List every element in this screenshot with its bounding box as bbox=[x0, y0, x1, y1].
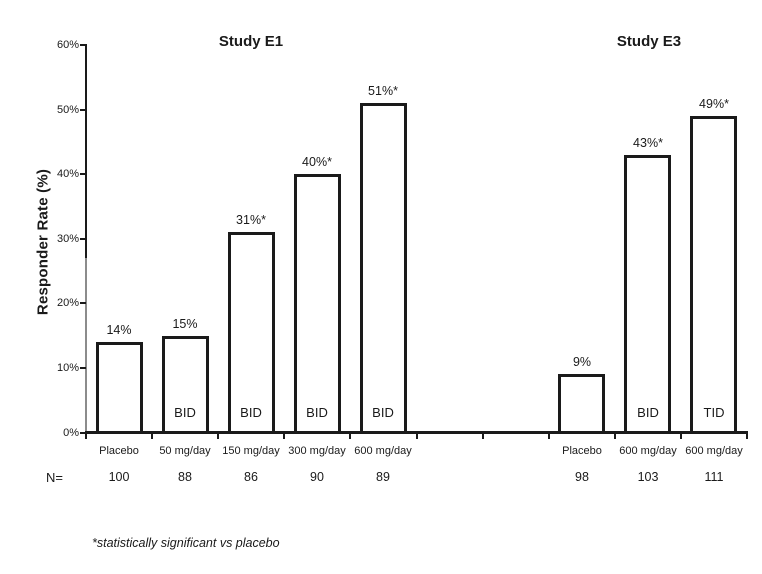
bar-category-label: 600 mg/day bbox=[354, 445, 412, 457]
bar-value-label: 40%* bbox=[302, 155, 332, 169]
bar-n-label: 103 bbox=[637, 470, 659, 484]
y-tick-label: 30% bbox=[56, 233, 79, 245]
bar-category-label: 300 mg/day bbox=[288, 445, 346, 457]
bar-n-label: 88 bbox=[178, 470, 192, 484]
y-axis-line bbox=[85, 44, 87, 258]
bar bbox=[558, 374, 605, 434]
bar bbox=[162, 336, 209, 434]
study-e1-title: Study E1 bbox=[218, 33, 284, 50]
x-tick bbox=[614, 433, 616, 439]
bar-category-label: Placebo bbox=[562, 445, 602, 457]
bar bbox=[624, 155, 671, 434]
bar-value-label: 14% bbox=[106, 323, 132, 337]
bar-value-label: 51%* bbox=[368, 84, 398, 98]
bar-n-label: 98 bbox=[575, 470, 589, 484]
y-tick-label: 50% bbox=[56, 104, 79, 116]
bar-schedule-label: BID bbox=[372, 405, 394, 420]
bar-schedule-label: TID bbox=[703, 405, 725, 420]
y-tick-label: 10% bbox=[56, 362, 79, 374]
y-tick bbox=[80, 238, 86, 240]
y-tick bbox=[80, 432, 86, 434]
y-tick-label: 0% bbox=[63, 427, 79, 439]
bar bbox=[228, 232, 275, 434]
bar-schedule-label: BID bbox=[240, 405, 262, 420]
bar-n-label: 89 bbox=[376, 470, 390, 484]
bar-value-label: 15% bbox=[172, 317, 198, 331]
x-tick bbox=[680, 433, 682, 439]
bar-category-label: 600 mg/day bbox=[619, 445, 677, 457]
y-tick bbox=[80, 44, 86, 46]
bar-n-label: 100 bbox=[108, 470, 130, 484]
bar-value-label: 49%* bbox=[699, 97, 729, 111]
x-tick bbox=[217, 433, 219, 439]
bar-value-label: 31%* bbox=[236, 213, 266, 227]
bar-value-label: 43%* bbox=[633, 136, 663, 150]
y-tick bbox=[80, 302, 86, 304]
bar-schedule-label: BID bbox=[637, 405, 659, 420]
x-tick bbox=[416, 433, 418, 439]
bar bbox=[690, 116, 737, 434]
study-e3-title: Study E3 bbox=[616, 33, 682, 50]
x-tick bbox=[283, 433, 285, 439]
bar-n-label: 86 bbox=[244, 470, 258, 484]
y-tick-label: 60% bbox=[56, 39, 79, 51]
x-tick bbox=[349, 433, 351, 439]
footnote: *statistically significant vs placebo bbox=[92, 536, 280, 550]
y-tick bbox=[80, 367, 86, 369]
x-tick bbox=[746, 433, 748, 439]
y-tick bbox=[80, 173, 86, 175]
bar-value-label: 9% bbox=[572, 355, 592, 369]
x-tick bbox=[151, 433, 153, 439]
bar-n-label: 111 bbox=[704, 470, 724, 484]
y-tick bbox=[80, 109, 86, 111]
x-tick bbox=[482, 433, 484, 439]
bar-n-label: 90 bbox=[310, 470, 324, 484]
y-tick-label: 40% bbox=[56, 168, 79, 180]
bar bbox=[96, 342, 143, 434]
bar-category-label: 150 mg/day bbox=[222, 445, 280, 457]
bar-category-label: 600 mg/day bbox=[685, 445, 743, 457]
x-tick bbox=[548, 433, 550, 439]
bar-category-label: Placebo bbox=[99, 445, 139, 457]
n-row-label: N= bbox=[46, 470, 63, 485]
bar bbox=[294, 174, 341, 434]
y-axis-line-lower bbox=[85, 258, 87, 434]
x-axis-line bbox=[85, 431, 748, 434]
bar-schedule-label: BID bbox=[306, 405, 328, 420]
bar-schedule-label: BID bbox=[174, 405, 196, 420]
x-tick bbox=[85, 433, 87, 439]
bar-category-label: 50 mg/day bbox=[159, 445, 211, 457]
bar bbox=[360, 103, 407, 434]
y-tick-label: 20% bbox=[56, 297, 79, 309]
